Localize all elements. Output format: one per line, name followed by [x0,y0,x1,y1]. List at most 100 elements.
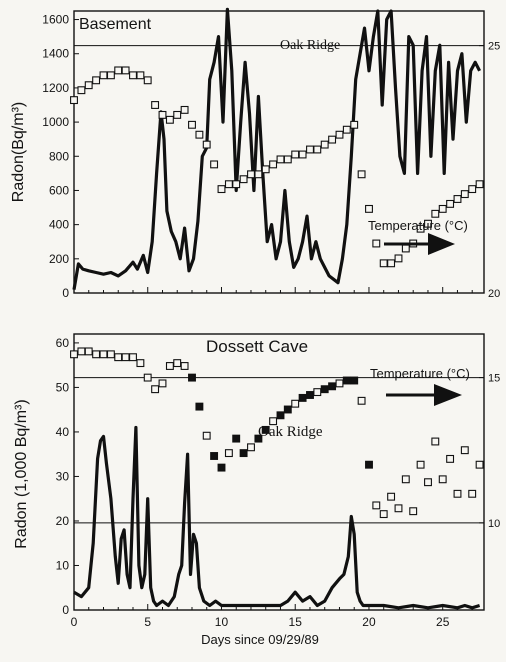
temperature-point [70,96,78,105]
temperature-point [195,130,204,139]
temperature-point [143,373,152,382]
top-oak-ridge-annotation: Oak Ridge [280,38,340,53]
temperature-point [283,405,292,414]
temperature-point [239,449,248,458]
temperature-point [372,501,381,510]
temperature-point [357,170,366,179]
y-tick-label: 20 [56,514,70,528]
temperature-point [342,376,351,385]
temperature-point [173,359,182,368]
temperature-point [195,402,204,411]
y-tick-label: 30 [56,469,70,483]
temperature-point [232,434,241,443]
temperature-point [136,359,145,368]
temperature-point [247,170,255,179]
y-tick-label: 50 [56,380,70,394]
temperature-point [114,353,123,362]
x-tick-label: 20 [362,615,376,629]
temperature-point [460,190,469,199]
temperature-point [298,150,307,159]
y-tick-label: 60 [56,336,70,350]
temperature-point [387,259,396,268]
temperature-point [342,125,351,134]
temperature-point [269,160,278,169]
y-tick-label: 1600 [42,13,69,27]
temperature-point [247,443,255,452]
y-tick-label: 200 [49,252,69,266]
y-tick-label: 1400 [42,47,69,61]
temperature-point [313,145,322,154]
temperature-point [276,411,285,420]
temperature-point [475,460,484,469]
temperature-point [365,460,373,469]
temperature-point [151,101,160,109]
y-tick-label: 40 [56,425,70,439]
radon-series-line [72,7,482,290]
y-tick-label: 800 [49,149,69,163]
temperature-point [92,350,101,359]
x-tick-label: 15 [289,615,303,629]
temperature-point [446,454,455,463]
radon-series-line [73,425,481,610]
temperature-point [173,110,182,119]
temperature-point [151,385,160,394]
temperature-point [77,86,86,95]
bottom-x-axis-ticks: 0 5 10 15 20 25 [71,604,473,629]
temperature-point [416,224,425,233]
temperature-point [84,81,93,90]
x-tick-label: 10 [215,615,229,629]
bottom-reference-lines [74,377,484,524]
temperature-point [106,350,115,359]
y-tick-label: 1000 [42,115,69,129]
temperature-point [453,195,462,203]
temperature-point [401,475,410,484]
temperature-point [387,492,396,501]
top-left-axis-ticks: 0 200 400 600 800 1000 1200 1400 1600 [42,13,79,300]
temperature-point [143,76,152,85]
temperature-point [217,185,226,194]
temperature-point [202,431,211,440]
y2-tick-label: 10 [488,518,500,530]
temperature-point [254,170,263,179]
temperature-point [438,204,447,213]
temperature-point [291,399,300,408]
top-temperature-arrow-icon [384,233,455,255]
temperature-point [224,180,233,189]
temperature-point [158,110,167,119]
temperature-point [328,382,337,391]
temperature-point [269,417,278,426]
temperature-point [254,434,263,443]
temperature-point [350,120,359,129]
bottom-right-axis-ticks: 10 15 [479,373,500,530]
top-panel-title: Basement [79,16,152,33]
temperature-point [129,353,137,362]
temperature-point [468,185,477,194]
x-tick-label: 5 [144,615,151,629]
temperature-point [431,209,440,218]
temperature-point [158,379,167,388]
y-tick-label: 0 [62,286,69,300]
bottom-y-axis-label: Radon (1,000 Bq/m³) [13,399,30,548]
temperature-point [77,347,86,356]
temperature-point [306,391,314,399]
y-tick-label: 400 [49,218,69,232]
bottom-panel-title: Dossett Cave [206,337,308,356]
temperature-point [379,510,388,519]
temperature-point [217,463,226,472]
temperature-point [313,388,322,397]
top-x-axis-ticks [73,287,473,293]
y2-tick-label: 15 [488,373,500,385]
temperature-point [446,199,455,208]
y-tick-label: 1200 [42,81,69,95]
temperature-point [409,507,418,516]
temperature-point [394,254,403,263]
x-axis-label: Days since 09/29/89 [201,632,319,647]
top-panel-frame [73,10,485,294]
temperature-point [121,66,130,75]
temperature-point [283,155,292,164]
bottom-temperature-arrow-icon [386,384,462,406]
temperature-point [365,204,373,213]
